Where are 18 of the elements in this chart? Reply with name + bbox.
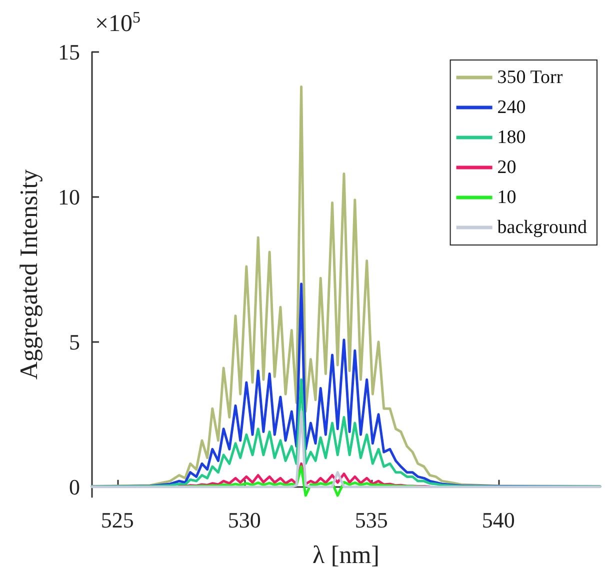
x-tick-label: 525 (100, 508, 134, 532)
y-tick-label: 10 (58, 184, 80, 210)
x-tick-label: 530 (228, 508, 261, 532)
legend-label: 10 (497, 187, 516, 208)
legend-label: 240 (497, 97, 526, 118)
y-tick-label: 5 (69, 329, 80, 354)
legend-label: 350 Torr (497, 67, 564, 88)
line-series (90, 86, 602, 488)
y-axis-title: Aggregated Intensity (16, 168, 43, 380)
line-series (90, 410, 602, 488)
legend-label: 180 (497, 127, 526, 148)
legend-label: 20 (497, 157, 516, 178)
legend-label: background (497, 217, 588, 238)
x-tick-label: 535 (354, 508, 388, 532)
x-axis-title: λ [nm] (312, 542, 380, 569)
y-tick-label: 15 (58, 40, 80, 64)
x-tick-label: 540 (482, 508, 515, 532)
y-tick-label: 0 (69, 474, 80, 500)
